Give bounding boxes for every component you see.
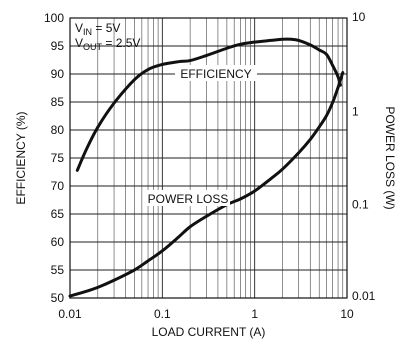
left-y-tick-label: 80 — [51, 123, 65, 137]
x-tick-label: 0.1 — [154, 307, 171, 321]
x-tick-label: 0.01 — [58, 307, 82, 321]
left-y-tick-label: 55 — [51, 263, 65, 277]
left-y-tick-label: 85 — [51, 95, 65, 109]
x-tick-label: 10 — [340, 307, 354, 321]
vout-annotation: VOUT = 2.5V — [75, 36, 140, 52]
tick-labels: 0.01 0.1 1 10 50 55 60 65 70 75 80 85 90 95 100 0.01 0.1… — [44, 10, 376, 321]
left-axis-title: EFFICIENCY (%) — [14, 111, 28, 204]
left-y-tick-label: 65 — [51, 207, 65, 221]
x-tick-label: 1 — [251, 307, 258, 321]
left-y-tick-label: 50 — [51, 291, 65, 305]
left-y-tick-label: 75 — [51, 151, 65, 165]
curves — [68, 37, 345, 298]
left-y-tick-label: 100 — [44, 11, 64, 25]
left-y-tick-label: 95 — [51, 39, 65, 53]
left-y-tick-label: 60 — [51, 235, 65, 249]
power-loss-curve — [68, 71, 345, 298]
right-y-tick-label: 0.1 — [352, 198, 369, 212]
vin-annotation: VIN = 5V — [75, 21, 120, 37]
right-y-tick-label: 0.01 — [352, 289, 376, 303]
x-axis-title: LOAD CURRENT (A) — [152, 325, 266, 339]
efficiency-curve — [75, 37, 342, 172]
power-loss-series-label: POWER LOSS — [148, 192, 229, 206]
power-loss-label-bg — [147, 190, 230, 206]
left-y-tick-label: 90 — [51, 67, 65, 81]
efficiency-label-bg — [175, 65, 257, 81]
right-y-tick-label: 10 — [352, 10, 366, 24]
left-y-tick-label: 70 — [51, 179, 65, 193]
efficiency-series-label: EFFICIENCY — [180, 67, 251, 81]
right-axis-title: POWER LOSS (W) — [383, 106, 397, 209]
plot-frame — [69, 17, 348, 299]
grid — [69, 17, 348, 299]
right-y-tick-label: 1 — [352, 104, 359, 118]
